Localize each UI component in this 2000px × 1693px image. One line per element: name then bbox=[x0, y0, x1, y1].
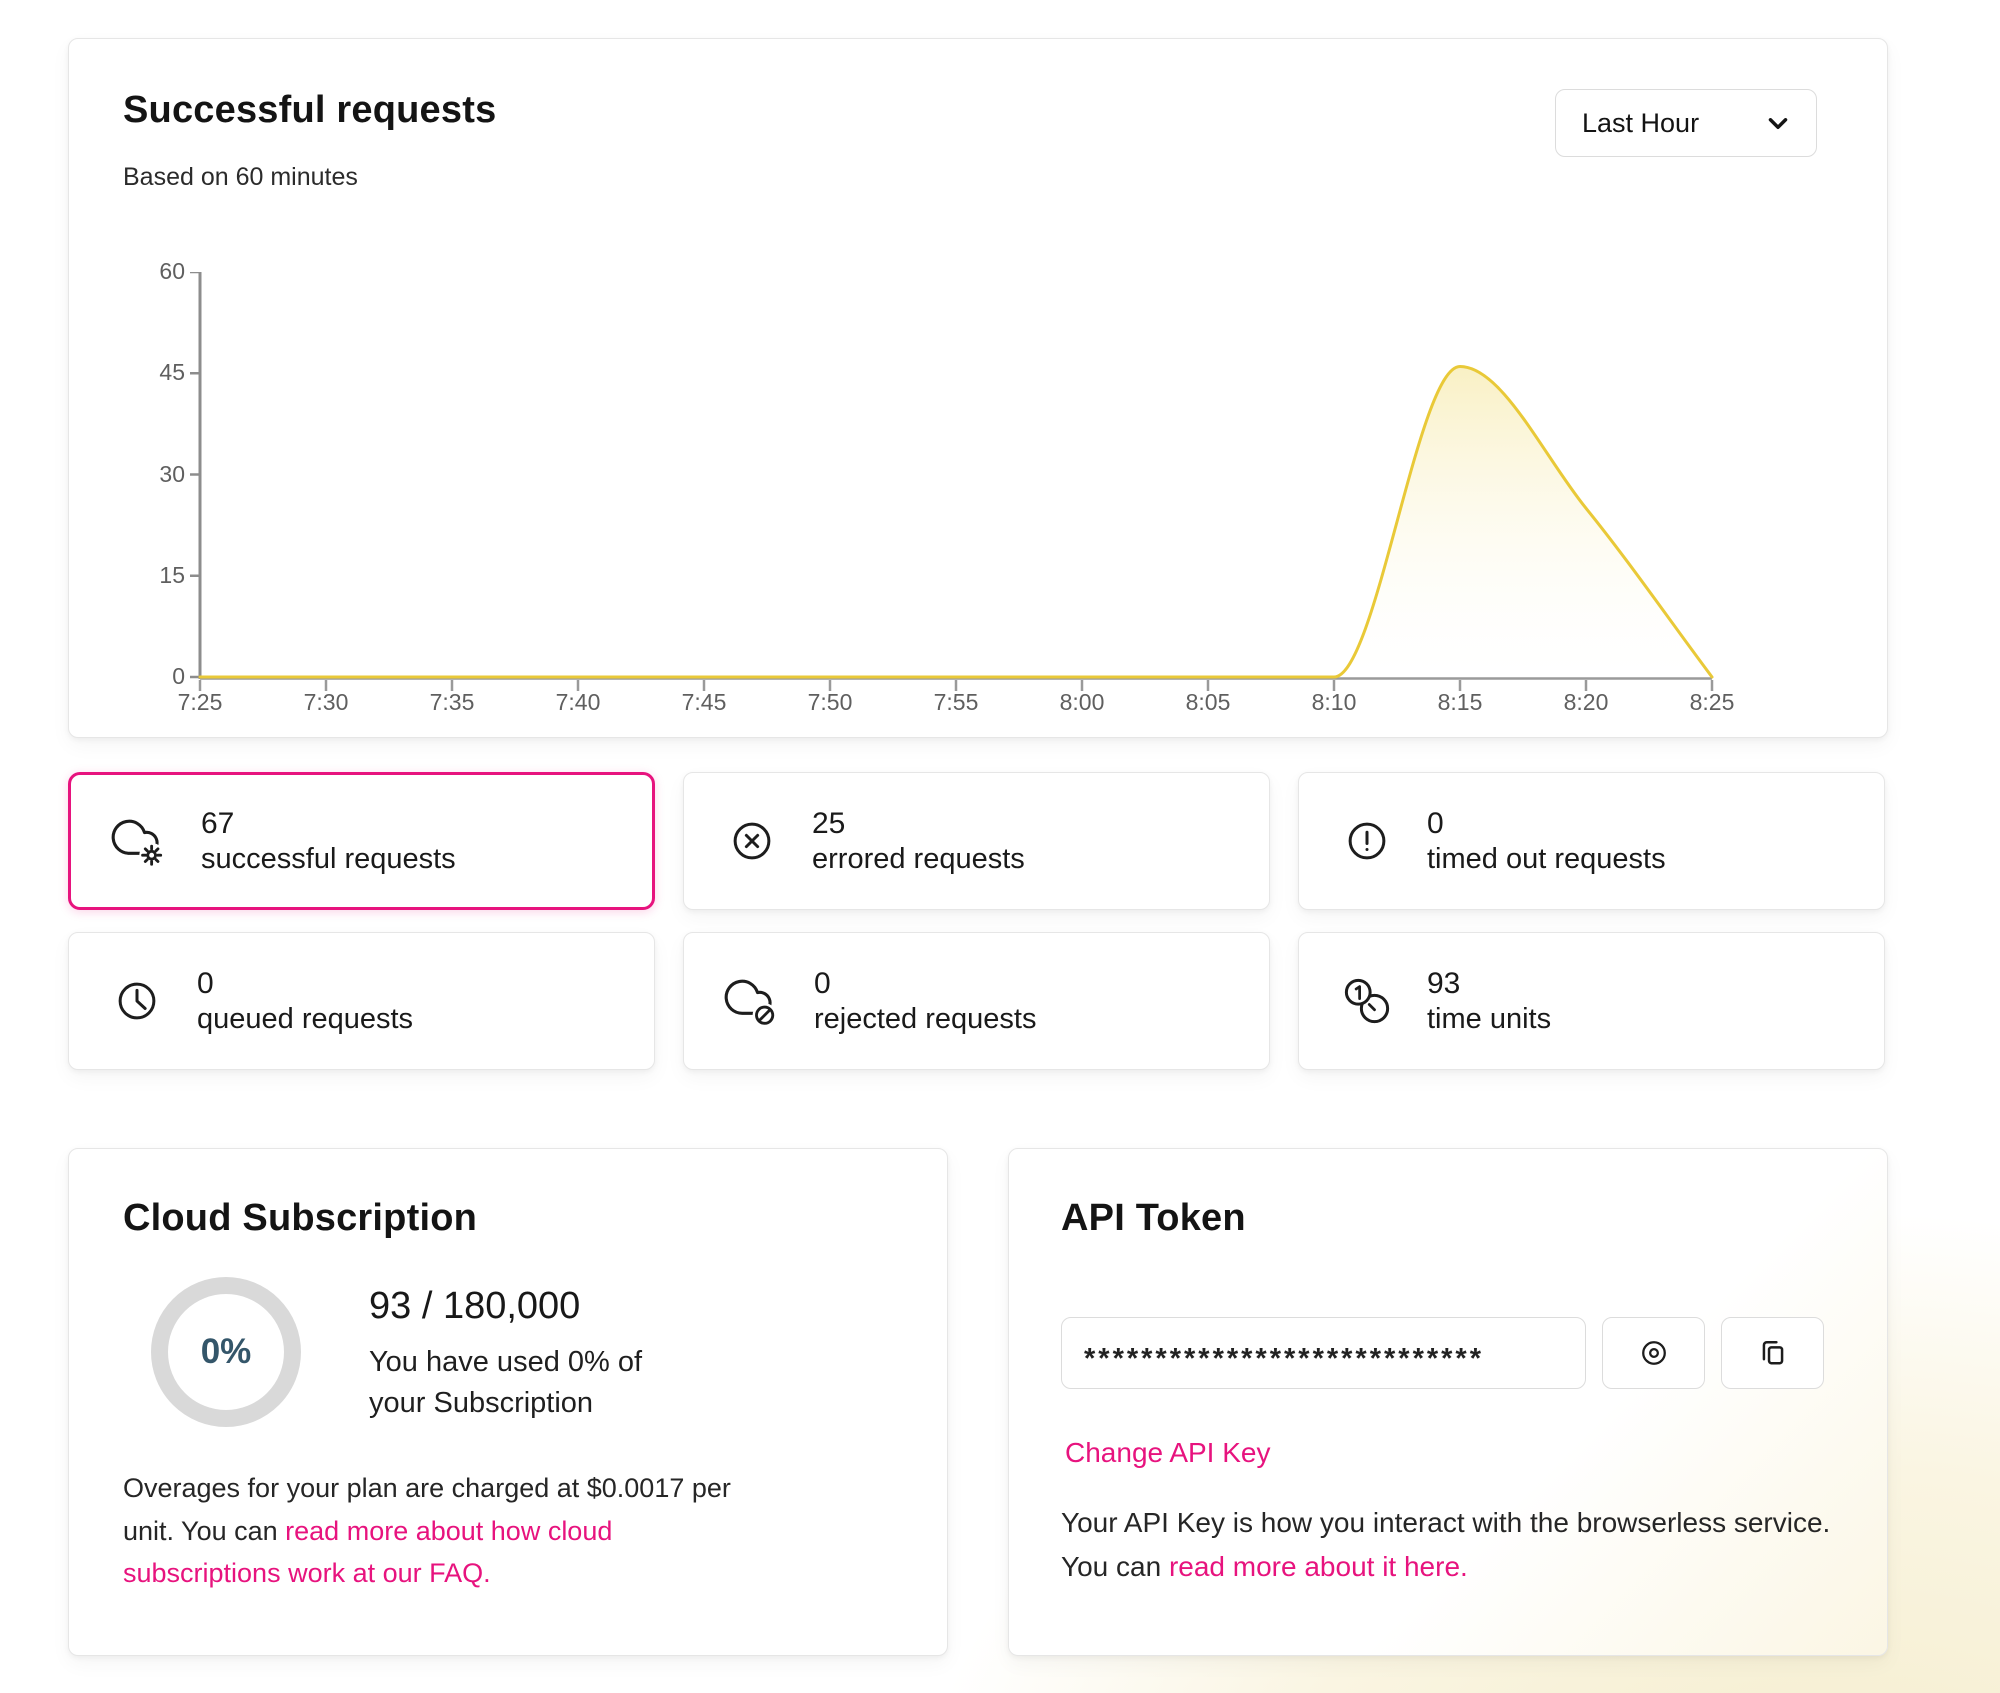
usage-caption: You have used 0% of your Subscription bbox=[369, 1346, 643, 1420]
copy-token-button[interactable] bbox=[1721, 1317, 1824, 1389]
x-tick-label: 8:15 bbox=[1437, 689, 1483, 715]
chart-subtitle: Based on 60 minutes bbox=[123, 163, 358, 191]
api-info-plain: Your API Key is how you interact with th… bbox=[1061, 1507, 1831, 1583]
subscription-faq-link[interactable]: read more about how cloud subscriptions … bbox=[123, 1515, 613, 1589]
stat-value: 67 bbox=[201, 806, 235, 840]
api-info-text: Your API Key is how you interact with th… bbox=[1061, 1501, 1851, 1589]
stat-value: 93 bbox=[1427, 966, 1461, 1000]
cloud-gear-icon bbox=[109, 810, 171, 872]
x-tick-label: 7:45 bbox=[681, 689, 727, 715]
stat-label: timed out requests bbox=[1427, 842, 1666, 875]
stat-value: 0 bbox=[814, 966, 831, 1000]
time-range-dropdown[interactable]: Last Hour bbox=[1555, 89, 1817, 157]
x-tick-label: 7:40 bbox=[555, 689, 601, 715]
usage-percent: 0% bbox=[200, 1332, 252, 1371]
subscription-title: Cloud Subscription bbox=[123, 1197, 478, 1239]
stat-value: 0 bbox=[1427, 806, 1444, 840]
stat-card-errored-requests[interactable]: 25 errored requests bbox=[683, 772, 1270, 910]
circle-x-icon bbox=[722, 811, 782, 871]
api-token-title: API Token bbox=[1061, 1197, 1246, 1239]
eye-icon bbox=[1637, 1336, 1671, 1370]
x-tick-label: 7:50 bbox=[807, 689, 853, 715]
x-tick-label: 8:10 bbox=[1311, 689, 1357, 715]
stat-label: errored requests bbox=[812, 842, 1025, 875]
requests-chart-card: Successful requests Based on 60 minutes … bbox=[68, 38, 1888, 738]
x-tick-label: 7:25 bbox=[177, 689, 223, 715]
requests-chart-svg bbox=[190, 272, 1714, 691]
y-tick-label: 60 bbox=[159, 258, 185, 284]
x-tick-label: 7:35 bbox=[429, 689, 475, 715]
x-tick-label: 8:25 bbox=[1689, 689, 1735, 715]
y-tick-label: 30 bbox=[159, 460, 185, 487]
stat-label: successful requests bbox=[201, 842, 456, 875]
chart-title: Successful requests bbox=[123, 89, 497, 131]
stat-card-successful-requests[interactable]: 67 successful requests bbox=[68, 772, 655, 910]
y-tick-label: 15 bbox=[159, 561, 185, 588]
time-unit-icon bbox=[1337, 971, 1397, 1031]
stat-card-rejected-requests[interactable]: 0 rejected requests bbox=[683, 932, 1270, 1070]
stat-card-time-units[interactable]: 93 time units bbox=[1298, 932, 1885, 1070]
api-token-input[interactable] bbox=[1061, 1317, 1586, 1389]
usage-donut: 0% bbox=[151, 1277, 301, 1427]
cloud-subscription-card: Cloud Subscription 0% 93 / 180,000 You h… bbox=[68, 1148, 948, 1656]
x-tick-label: 8:00 bbox=[1059, 689, 1105, 715]
change-api-key-link[interactable]: Change API Key bbox=[1065, 1437, 1271, 1468]
usage-amount: 93 / 180,000 bbox=[369, 1285, 581, 1327]
x-tick-label: 7:55 bbox=[933, 689, 979, 715]
cloud-slash-icon bbox=[722, 970, 784, 1032]
x-tick-label: 8:20 bbox=[1563, 689, 1609, 715]
y-tick-label: 45 bbox=[159, 359, 185, 386]
copy-icon bbox=[1756, 1336, 1790, 1370]
stat-card-timed-out-requests[interactable]: 0 timed out requests bbox=[1298, 772, 1885, 910]
x-tick-label: 7:30 bbox=[303, 689, 349, 715]
clock-icon bbox=[107, 971, 167, 1031]
y-tick-label: 0 bbox=[172, 663, 185, 689]
stat-label: rejected requests bbox=[814, 1002, 1037, 1035]
show-token-button[interactable] bbox=[1602, 1317, 1705, 1389]
stat-label: queued requests bbox=[197, 1002, 414, 1035]
time-range-value: Last Hour bbox=[1582, 107, 1700, 138]
overage-text-plain: Overages for your plan are charged at $0… bbox=[123, 1473, 731, 1546]
overage-text: Overages for your plan are charged at $0… bbox=[123, 1467, 763, 1595]
chevron-down-icon bbox=[1764, 109, 1792, 137]
stat-card-queued-requests[interactable]: 0 queued requests bbox=[68, 932, 655, 1070]
circle-exclamation-icon bbox=[1337, 811, 1397, 871]
stat-label: time units bbox=[1427, 1002, 1552, 1035]
stat-value: 25 bbox=[812, 806, 846, 840]
x-tick-label: 8:05 bbox=[1185, 689, 1231, 715]
api-token-card: API Token Change API Key Your API Key is… bbox=[1008, 1148, 1888, 1656]
api-read-more-link[interactable]: read more about it here. bbox=[1168, 1551, 1468, 1583]
stat-value: 0 bbox=[197, 966, 214, 1000]
